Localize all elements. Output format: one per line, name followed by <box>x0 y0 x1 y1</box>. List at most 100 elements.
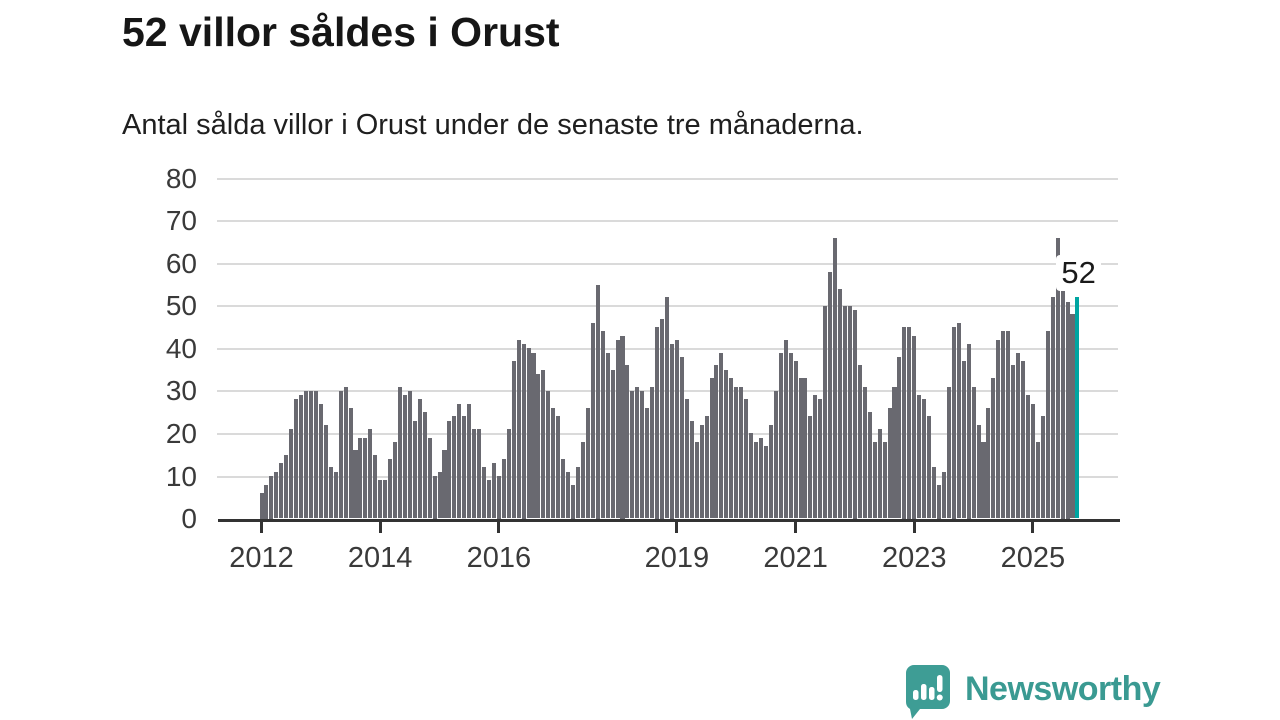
bar <box>699 424 704 519</box>
bar <box>556 416 561 519</box>
gridline <box>217 177 1118 180</box>
bar <box>833 237 838 519</box>
bar <box>773 390 778 519</box>
bar <box>694 441 699 519</box>
bar <box>912 335 917 519</box>
bar <box>333 471 338 519</box>
brand-name: Newsworthy <box>965 669 1161 708</box>
bar <box>284 454 289 519</box>
bar <box>407 390 412 519</box>
gridline <box>217 262 1118 265</box>
bar <box>491 463 496 519</box>
bar <box>922 399 927 519</box>
bar <box>941 471 946 519</box>
y-axis-tick-label: 80 <box>165 162 197 194</box>
bar <box>447 420 452 519</box>
highlight-value-label: 52 <box>1056 255 1101 292</box>
bar <box>368 429 373 519</box>
bar <box>793 361 798 519</box>
bar <box>378 480 383 519</box>
gridline <box>217 220 1118 223</box>
bar <box>971 386 976 519</box>
bar <box>308 390 313 519</box>
bar <box>783 339 788 519</box>
x-axis-tick-label: 2012 <box>229 542 294 574</box>
bar <box>803 378 808 519</box>
bar <box>778 352 783 519</box>
bar <box>328 467 333 519</box>
bar <box>1025 395 1031 519</box>
bar <box>600 331 605 519</box>
y-axis-tick-label: 10 <box>165 460 197 492</box>
bar <box>571 484 576 519</box>
bar <box>917 395 922 519</box>
bar <box>966 344 971 519</box>
bar <box>294 399 299 519</box>
bar <box>1055 237 1060 519</box>
bar <box>521 344 526 519</box>
bar <box>437 471 442 519</box>
y-axis-tick-label: 0 <box>181 503 197 534</box>
bar <box>758 437 763 519</box>
y-axis-tick-label: 30 <box>165 375 197 407</box>
bar <box>496 476 501 519</box>
bar <box>877 429 882 519</box>
bar <box>506 429 511 519</box>
bar <box>684 399 689 519</box>
y-axis-tick-label: 50 <box>165 290 197 322</box>
bar <box>768 424 773 519</box>
bar <box>857 365 862 519</box>
bar <box>373 454 378 519</box>
bar <box>526 348 531 519</box>
bar <box>1040 416 1045 519</box>
x-axis-tick <box>1031 521 1035 533</box>
bar <box>393 441 398 519</box>
y-axis-tick-label: 60 <box>165 247 197 279</box>
bar <box>704 416 709 519</box>
bar <box>580 441 585 519</box>
bar <box>323 424 328 519</box>
bar <box>739 386 744 519</box>
chart-subtitle: Antal sålda villor i Orust under de sena… <box>122 109 864 141</box>
bar <box>1011 365 1016 519</box>
bar <box>551 407 556 519</box>
bar <box>299 395 304 519</box>
x-axis-tick <box>378 521 382 533</box>
bar <box>432 476 437 519</box>
bar <box>269 476 274 519</box>
newsworthy-chart-speech-bubble-icon <box>905 665 950 719</box>
y-axis-tick-label: 40 <box>165 332 197 364</box>
bar <box>566 471 571 519</box>
bar <box>660 318 665 519</box>
bar <box>788 352 793 519</box>
bar <box>1065 301 1070 519</box>
bar <box>536 373 541 519</box>
bar <box>457 403 462 519</box>
bar <box>397 386 402 519</box>
bar <box>338 390 343 519</box>
x-axis-tick-label: 2014 <box>347 542 413 574</box>
bar <box>343 386 348 519</box>
bar <box>847 305 852 519</box>
bar <box>664 297 670 519</box>
bar <box>358 437 363 519</box>
bar <box>734 386 739 519</box>
bar <box>541 369 546 519</box>
bar <box>961 361 966 519</box>
bar <box>872 441 877 519</box>
x-axis-tick <box>260 521 263 533</box>
bar <box>946 386 951 519</box>
bar <box>279 463 284 519</box>
bar <box>867 412 872 519</box>
bar <box>452 416 457 519</box>
bar <box>1001 331 1006 519</box>
bar <box>981 441 986 519</box>
bar <box>754 441 759 519</box>
bar <box>1035 441 1040 519</box>
bar <box>843 305 848 519</box>
bar <box>1070 314 1075 519</box>
bar <box>669 344 674 519</box>
bar <box>289 429 294 519</box>
highlight-bar <box>1075 297 1080 519</box>
bar <box>813 395 818 519</box>
